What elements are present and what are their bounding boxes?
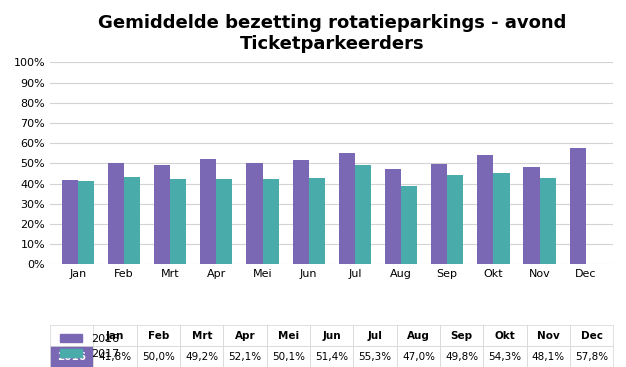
Legend: 2016, 2017: 2016, 2017 xyxy=(56,329,124,364)
Title: Gemiddelde bezetting rotatieparkings - avond
Ticketparkeerders: Gemiddelde bezetting rotatieparkings - a… xyxy=(98,14,566,52)
Bar xyxy=(355,165,371,264)
Bar xyxy=(431,164,447,264)
Bar xyxy=(477,155,493,264)
Bar xyxy=(292,160,309,264)
Bar xyxy=(570,148,586,264)
Bar xyxy=(200,159,217,264)
Bar xyxy=(108,163,124,264)
Bar xyxy=(262,179,279,264)
Bar xyxy=(447,175,463,264)
Bar xyxy=(540,178,556,264)
Bar xyxy=(401,185,417,264)
Bar xyxy=(154,165,170,264)
Bar xyxy=(217,179,232,264)
Bar xyxy=(339,153,355,264)
Bar xyxy=(247,163,262,264)
Bar xyxy=(78,181,94,264)
Bar xyxy=(309,178,325,264)
Bar xyxy=(124,177,140,264)
Bar xyxy=(385,170,401,264)
Bar xyxy=(523,167,540,264)
Bar xyxy=(61,180,78,264)
Bar xyxy=(493,173,510,264)
Bar xyxy=(170,179,187,264)
